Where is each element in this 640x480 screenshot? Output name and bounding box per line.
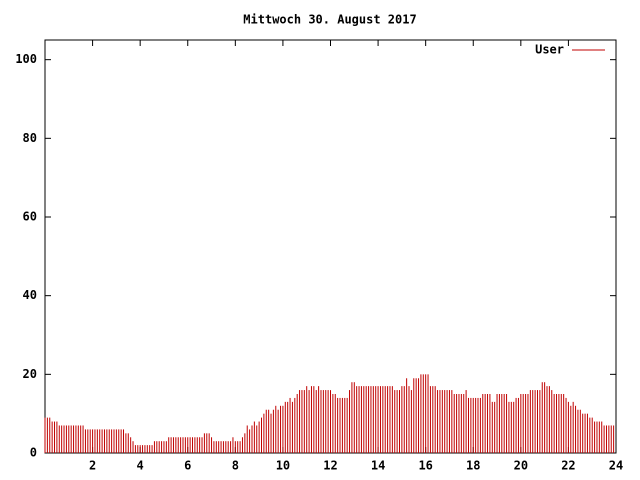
x-tick-label: 24 (609, 459, 623, 473)
x-tick-label: 14 (371, 459, 385, 473)
y-tick-label: 0 (30, 446, 37, 460)
x-tick-label: 2 (89, 459, 96, 473)
y-tick-label: 80 (23, 131, 37, 145)
y-tick-label: 60 (23, 210, 37, 224)
legend-label: User (535, 43, 564, 57)
x-tick-label: 12 (323, 459, 337, 473)
x-tick-label: 8 (232, 459, 239, 473)
chart-title: Mittwoch 30. August 2017 (243, 13, 416, 27)
x-tick-label: 6 (184, 459, 191, 473)
x-tick-label: 18 (466, 459, 480, 473)
x-tick-label: 20 (514, 459, 528, 473)
x-tick-label: 22 (561, 459, 575, 473)
x-tick-label: 16 (418, 459, 432, 473)
x-tick-label: 4 (137, 459, 144, 473)
y-tick-label: 100 (15, 52, 37, 66)
y-tick-label: 40 (23, 288, 37, 302)
x-tick-label: 10 (276, 459, 290, 473)
y-tick-label: 20 (23, 367, 37, 381)
